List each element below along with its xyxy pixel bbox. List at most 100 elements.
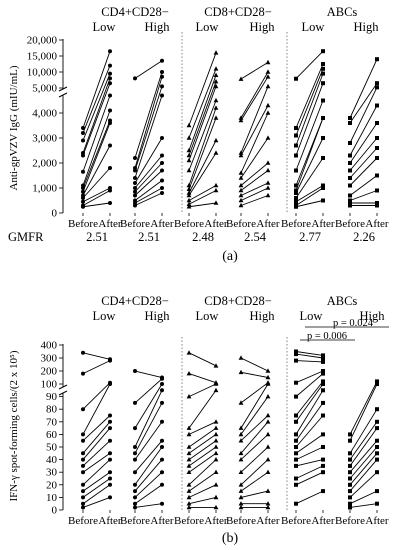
data-point-after (375, 426, 379, 430)
subject-line (83, 168, 110, 198)
x-tick-label-after: After (256, 515, 280, 527)
data-point-before (294, 502, 298, 506)
data-point-after (321, 388, 325, 392)
data-point-before (294, 144, 298, 148)
subject-line (296, 460, 323, 466)
panel-b: CD4+CD28− CD8+CD28− ABCs Low High Low Hi… (8, 294, 389, 546)
y-tick-label: 3,000 (32, 133, 57, 145)
subject-line (189, 75, 216, 150)
data-point-after (375, 85, 379, 89)
data-point-before (294, 420, 298, 424)
data-point-after (108, 483, 112, 487)
data-point-before (348, 194, 352, 198)
data-point-after (266, 470, 271, 474)
data-point-after (321, 116, 325, 120)
subject-line (189, 497, 216, 503)
subject-line (189, 472, 216, 491)
data-point-before (294, 154, 298, 158)
data-point-after (160, 439, 164, 443)
x-tick-label-after: After (365, 218, 389, 230)
data-point-before (133, 489, 137, 493)
data-point-after (375, 204, 379, 208)
subject-line (350, 491, 377, 504)
data-point-before (348, 121, 352, 125)
data-lines-b (81, 350, 379, 510)
subject-line (241, 422, 268, 454)
data-point-after (375, 445, 379, 449)
subject-line (135, 371, 162, 378)
gmfr-value: 2.77 (299, 230, 321, 244)
subject-line (83, 497, 110, 507)
data-point-after (375, 174, 379, 178)
subject-line (296, 186, 323, 202)
subject-line (135, 96, 162, 179)
subject-line (296, 434, 323, 453)
data-point-after (160, 483, 164, 487)
data-point-after (160, 161, 164, 165)
data-point-before (81, 451, 85, 455)
subject-line (83, 383, 110, 410)
data-point-after (266, 185, 271, 189)
data-point-before (348, 154, 352, 158)
data-point-before (81, 351, 85, 355)
data-point-before (81, 407, 85, 411)
subject-line (135, 193, 162, 206)
data-point-before (239, 170, 244, 174)
data-point-after (321, 81, 325, 85)
data-point-after (321, 382, 325, 386)
p-value-label: p = 0.006 (307, 331, 347, 342)
data-point-after (375, 451, 379, 455)
x-tick-label-after: After (256, 218, 280, 230)
data-point-after (321, 464, 325, 468)
data-point-after (108, 201, 112, 205)
y-tick-label: 4,000 (32, 108, 57, 120)
data-point-after (214, 138, 219, 142)
data-point-before (81, 131, 85, 135)
x-tick-label-before: Before (120, 515, 150, 527)
data-point-after (108, 166, 112, 170)
data-point-after (321, 372, 325, 376)
data-point-after (321, 489, 325, 493)
data-point-before (294, 191, 298, 195)
data-point-after (321, 62, 325, 66)
data-point-before (81, 439, 85, 443)
x-tick-label-after: After (150, 515, 174, 527)
data-point-before (81, 470, 85, 474)
data-point-before (348, 184, 352, 188)
subject-line (350, 447, 377, 479)
y-tick-label: 30 (46, 467, 58, 479)
subject-line (296, 384, 323, 422)
y-tick-label: 0 (52, 208, 58, 220)
subject-line (296, 390, 323, 434)
data-point-before (294, 169, 298, 173)
subject-line (135, 61, 162, 79)
data-point-after (160, 186, 164, 190)
p-value-label: p = 0.024 (333, 318, 374, 329)
y-tick-label: 80 (46, 404, 58, 416)
subject-line (296, 361, 323, 362)
gmfr-value: 2.51 (138, 230, 160, 244)
data-point-after (266, 489, 271, 493)
x-tick-label-after: After (98, 218, 122, 230)
data-point-before (133, 495, 137, 499)
data-point-before (133, 169, 137, 173)
data-point-after (321, 356, 325, 360)
subject-line (83, 188, 110, 202)
data-point-after (266, 193, 271, 197)
data-point-before (348, 204, 352, 208)
data-point-after (375, 156, 379, 160)
data-point-before (187, 470, 192, 474)
data-point-before (187, 198, 192, 202)
x-tick-label-before: Before (335, 218, 365, 230)
group-title-cd8: CD8+CD28− (204, 5, 272, 19)
data-point-after (108, 94, 112, 98)
data-point-after (160, 136, 164, 140)
data-point-before (81, 372, 85, 376)
data-point-after (160, 420, 164, 424)
data-point-after (266, 103, 271, 107)
data-point-after (266, 413, 271, 417)
subject-line (241, 106, 268, 156)
data-point-before (294, 458, 298, 462)
data-point-before (239, 489, 244, 493)
data-point-before (187, 489, 192, 493)
